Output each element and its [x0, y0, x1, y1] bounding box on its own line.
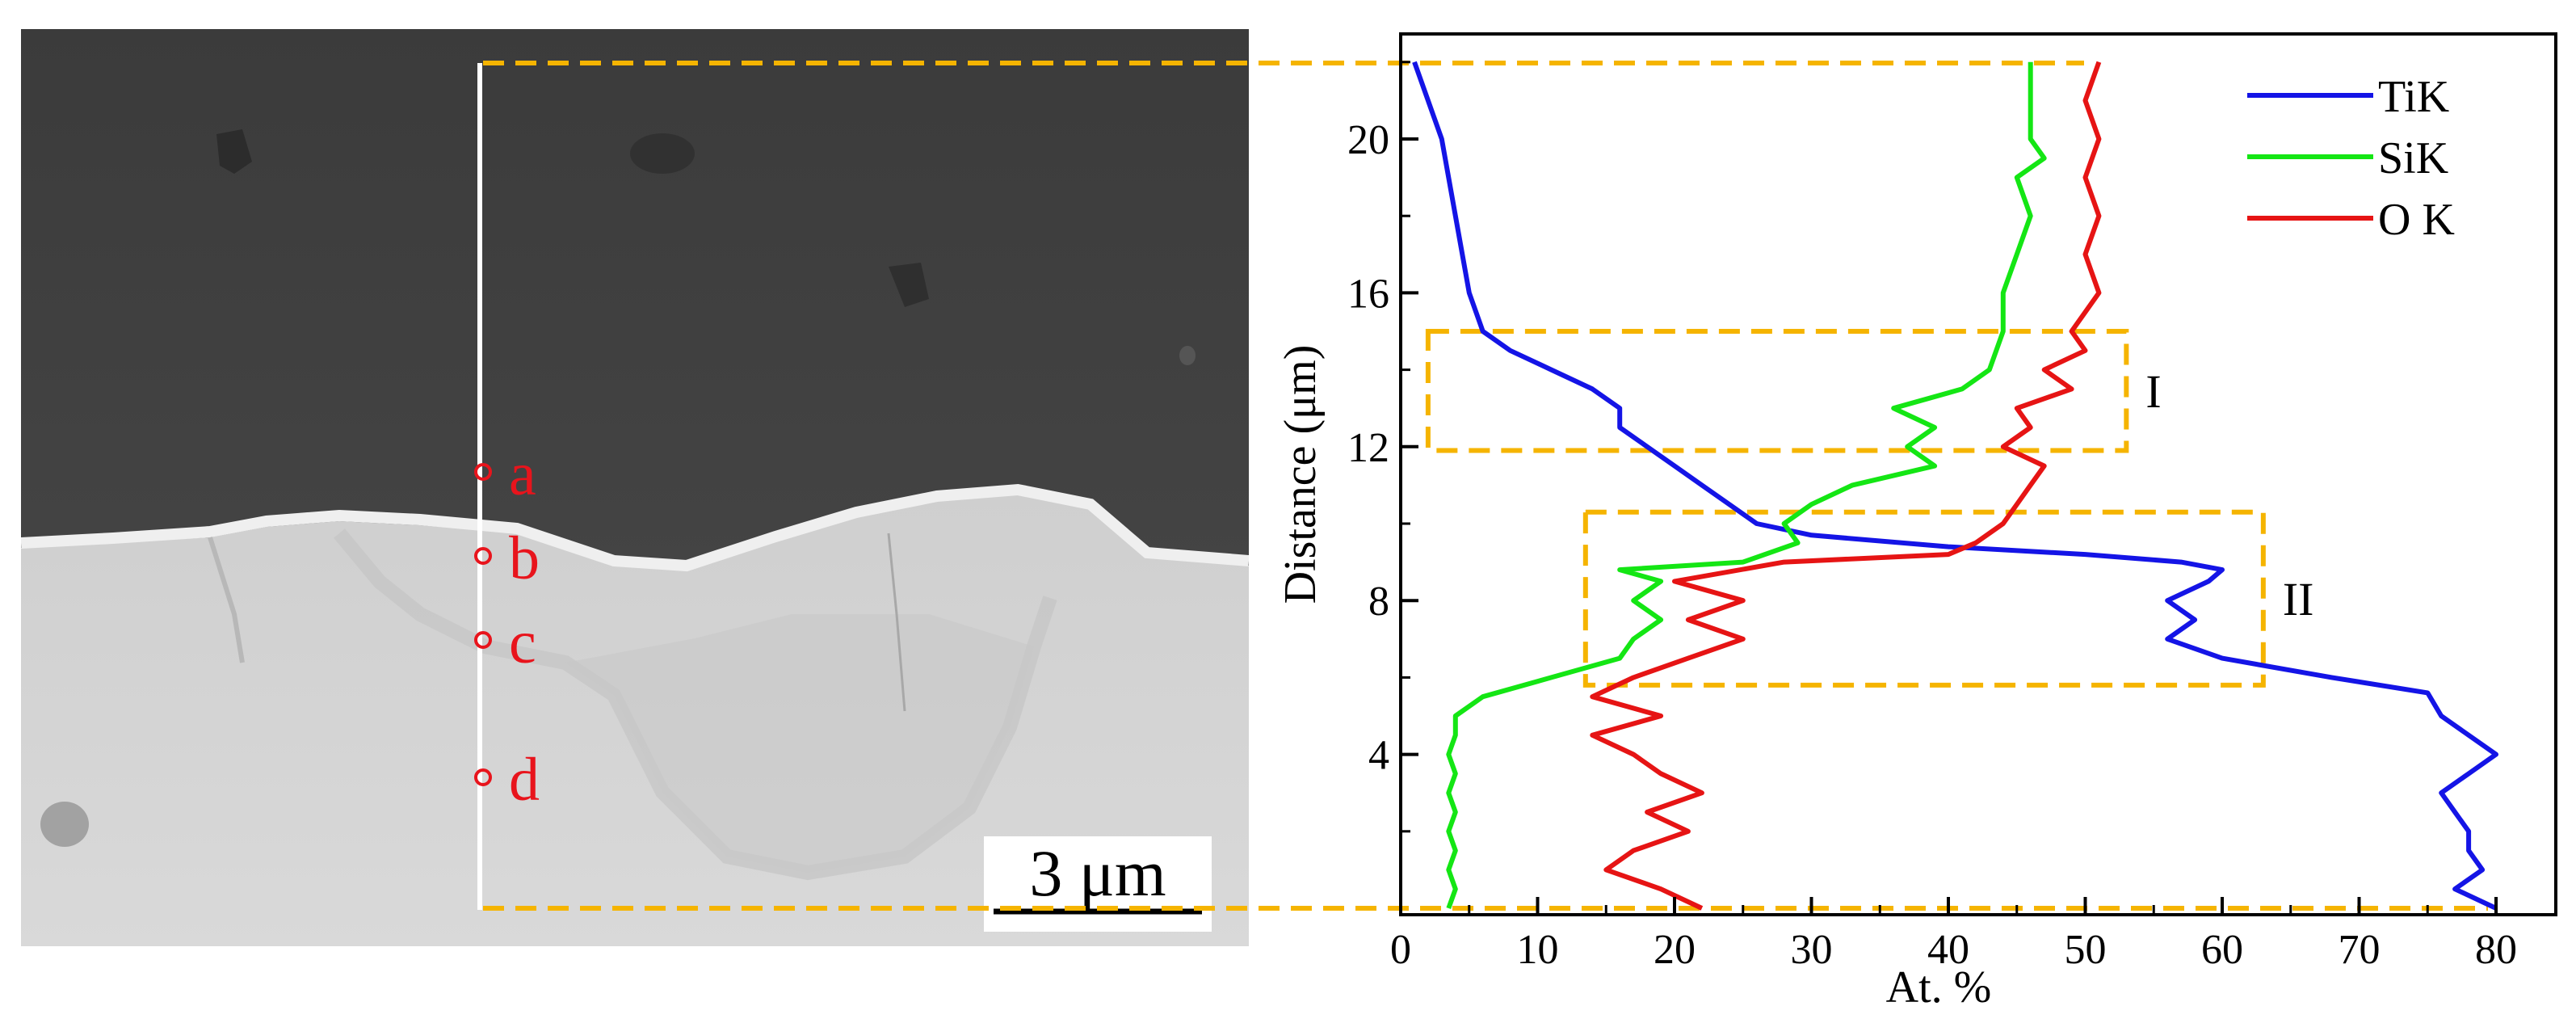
x-tick-label: 70: [2339, 927, 2381, 973]
point-c: c: [474, 608, 536, 676]
legend-label-sik: SiK: [2378, 133, 2448, 183]
scale-bar-label: 3 μm: [1029, 836, 1166, 910]
plot-frame: [1399, 32, 2557, 916]
x-tick-label: 80: [2475, 927, 2517, 973]
series-tik-line: [1412, 61, 2498, 911]
y-tick-label: 20: [1347, 117, 1389, 163]
y-tick-label: 16: [1347, 271, 1389, 317]
series-ok-line: [1590, 61, 2102, 911]
legend-label-ok: O K: [2378, 195, 2455, 245]
region-label-1: I: [2145, 365, 2161, 418]
legend: TiK SiK O K: [2247, 72, 2455, 245]
point-d: d: [474, 746, 540, 814]
sem-micrograph: [21, 29, 1249, 946]
x-axis-label: At. %: [1886, 962, 1992, 1012]
region-box-1: [1425, 329, 2129, 453]
point-b: b: [474, 524, 540, 592]
x-tick-label: 50: [2065, 927, 2107, 973]
region-box-2: [1582, 509, 2266, 688]
point-markers: a b c d: [474, 440, 540, 814]
x-tick-label: 20: [1654, 927, 1696, 973]
x-tick-label: 10: [1517, 927, 1559, 973]
y-tick-label: 8: [1368, 579, 1389, 625]
region-label-2: II: [2283, 573, 2314, 625]
point-a-label: a: [509, 440, 536, 508]
x-tick-label: 0: [1390, 927, 1411, 973]
point-d-label: d: [509, 746, 540, 814]
y-tick-label: 12: [1347, 425, 1389, 471]
connector-guides: [483, 61, 2488, 911]
point-b-label: b: [509, 524, 540, 592]
x-tick-label: 40: [1927, 927, 1969, 973]
x-tick-label: 30: [1791, 927, 1833, 973]
y-tick-label: 4: [1368, 733, 1389, 779]
point-a: a: [474, 440, 536, 508]
series-sik-line: [1446, 61, 2047, 910]
point-c-label: c: [509, 608, 536, 676]
y-axis-label: Distance (μm): [1275, 345, 1326, 604]
x-tick-label: 60: [2201, 927, 2243, 973]
legend-label-tik: TiK: [2378, 72, 2449, 122]
scale-bar: 3 μm: [984, 836, 1212, 932]
